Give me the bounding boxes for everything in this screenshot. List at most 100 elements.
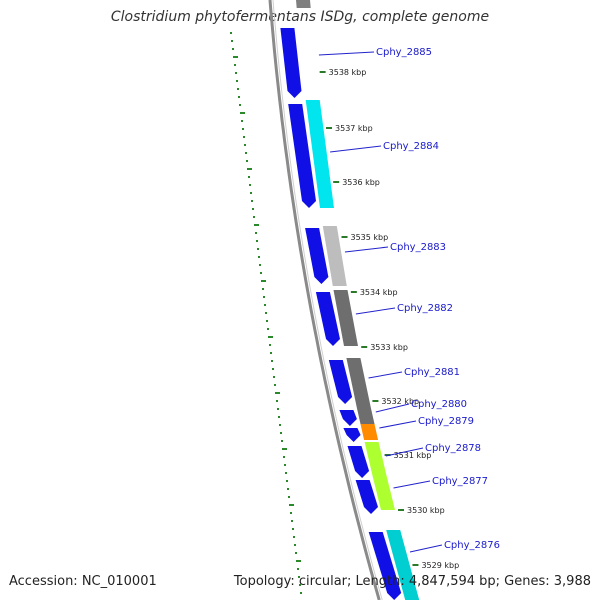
gc-dash (293, 536, 295, 538)
gc-dash (292, 528, 294, 530)
gene-label-line (375, 403, 410, 413)
kbp-tick-label: 3533 kbp (370, 343, 408, 352)
gc-dash (283, 456, 285, 458)
gc-dash (299, 584, 301, 586)
gc-dash (288, 496, 290, 498)
gc-dash (233, 56, 238, 58)
gc-dash (266, 320, 268, 322)
kbp-tick-label: 3529 kbp (421, 561, 459, 570)
gc-dash (271, 360, 273, 362)
gc-dash (276, 400, 278, 402)
gene-block (346, 358, 371, 408)
gc-dash (263, 296, 265, 298)
kbp-tick-mark (372, 400, 379, 402)
gc-dash (295, 552, 297, 554)
gc-dash (287, 488, 289, 490)
gc-dash (281, 440, 283, 442)
kbp-tick-label: 3530 kbp (407, 506, 445, 515)
gc-content-track (230, 32, 302, 594)
gc-dash (280, 432, 282, 434)
gc-dash (269, 344, 271, 346)
gc-dash (235, 72, 237, 74)
gene-block (386, 530, 420, 600)
kbp-tick-mark (384, 454, 391, 456)
strand-arrows (280, 28, 402, 600)
gene-label: Cphy_2885 (376, 47, 432, 58)
strand-arrow (288, 104, 316, 208)
gc-dash (289, 504, 294, 506)
gene-label: Cphy_2880 (411, 399, 467, 410)
gc-dash (270, 352, 272, 354)
gc-dash (239, 104, 241, 106)
gc-dash (244, 144, 246, 146)
gc-dash (245, 152, 247, 154)
gc-dash (300, 592, 302, 594)
gc-dash (282, 448, 287, 450)
gc-dash (267, 328, 269, 330)
gc-dash (231, 40, 233, 42)
gc-dash (258, 256, 260, 258)
backbone-inner-line (272, 0, 383, 600)
gc-dash (277, 408, 279, 410)
gc-dash (240, 112, 245, 114)
gc-dash (257, 248, 259, 250)
kbp-ticks: 3538 kbp 3537 kbp 3536 kbp 3535 kbp 3534 kbp… (319, 68, 459, 570)
genome-backbone (268, 0, 383, 600)
gc-dash (294, 544, 296, 546)
gene-features (296, 0, 420, 600)
gene-label-line (330, 145, 382, 153)
gene-label: Cphy_2876 (444, 540, 500, 551)
gc-dash (246, 160, 248, 162)
strand-arrow (347, 446, 370, 478)
strand-arrow (355, 480, 378, 514)
gene-block (333, 290, 358, 346)
topology-summary: Topology: circular; Length: 4,847,594 bp… (233, 574, 591, 589)
strand-arrow (328, 360, 353, 404)
kbp-tick-mark (361, 346, 368, 348)
gene-label: Cphy_2877 (432, 476, 488, 487)
gene-block (305, 100, 334, 208)
gene-label: Cphy_2881 (404, 367, 460, 378)
gene-label-line (385, 447, 424, 457)
gc-dash (275, 392, 280, 394)
page-title: Clostridium phytofermentans ISDg, comple… (110, 9, 490, 25)
accession-text: Accession: NC_010001 (9, 574, 157, 589)
gc-dash (297, 568, 299, 570)
strand-arrow (315, 292, 340, 346)
gc-dash (268, 336, 273, 338)
kbp-tick-mark (350, 291, 357, 293)
gene-block (372, 476, 395, 510)
gc-dash (291, 520, 293, 522)
gene-label: Cphy_2882 (397, 303, 453, 314)
gene-label-line (379, 420, 417, 429)
gc-dash (261, 280, 266, 282)
gene-label-line (355, 307, 396, 315)
gc-dash (279, 424, 281, 426)
gc-dash (298, 576, 300, 578)
gc-dash (264, 304, 266, 306)
gc-dash (256, 240, 258, 242)
gene-label: Cphy_2879 (418, 416, 474, 427)
kbp-tick-mark (398, 509, 405, 511)
gc-dash (284, 464, 286, 466)
gene-label: Cphy_2884 (383, 141, 439, 152)
gc-dash (254, 224, 259, 226)
strand-arrow (280, 28, 302, 98)
gc-dash (252, 208, 254, 210)
kbp-tick-mark (341, 236, 348, 238)
gene-block (364, 442, 387, 476)
kbp-tick-mark (319, 71, 326, 73)
gc-dash (243, 136, 245, 138)
gc-dash (274, 384, 276, 386)
gc-dash (237, 88, 239, 90)
gc-dash (259, 264, 261, 266)
gc-dash (232, 48, 234, 50)
gc-dash (286, 480, 288, 482)
gc-dash (285, 472, 287, 474)
gene-label: Cphy_2883 (390, 242, 446, 253)
gc-dash (265, 312, 267, 314)
gc-dash (253, 216, 255, 218)
strand-arrow (339, 410, 357, 426)
gc-dash (247, 168, 252, 170)
